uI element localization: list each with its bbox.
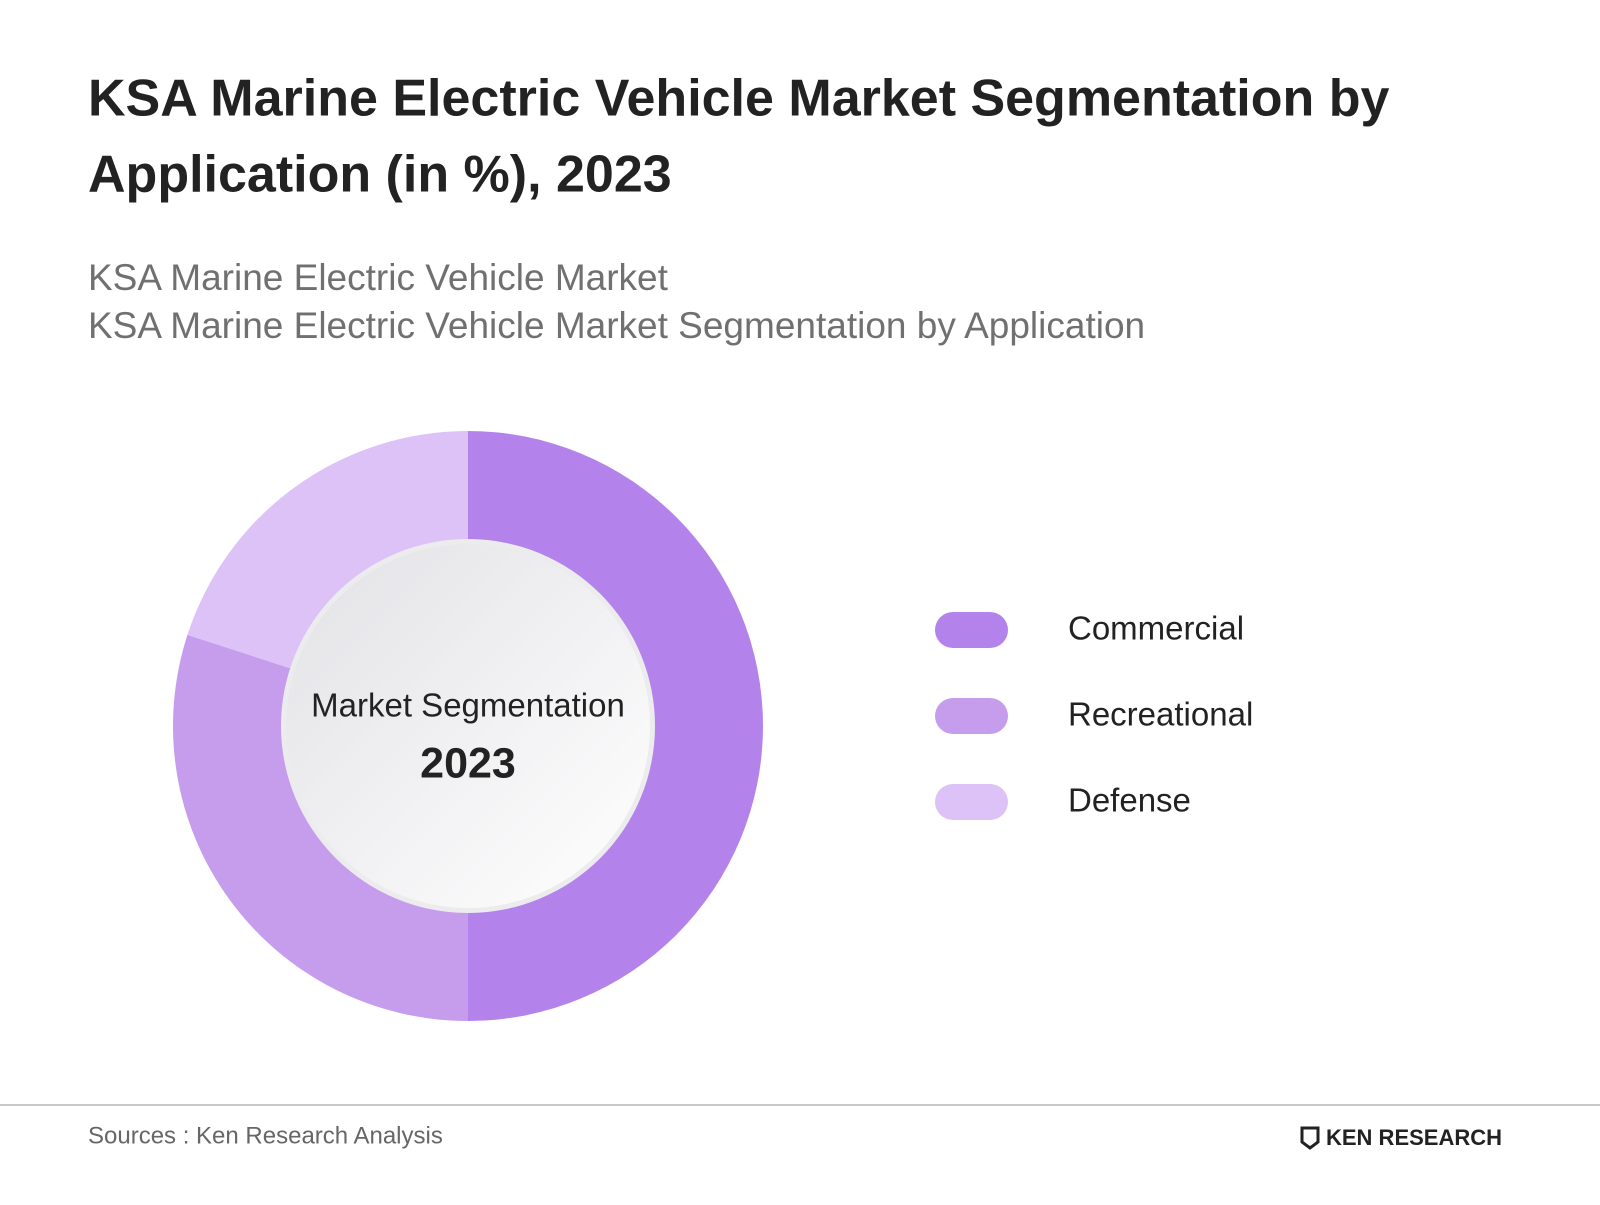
center-label: Market Segmentation <box>311 687 625 724</box>
legend: Commercial Recreational Defense <box>935 610 1253 820</box>
chart-title: KSA Marine Electric Vehicle Market Segme… <box>88 70 1389 128</box>
subtitle: KSA Marine Electric Vehicle Market <box>88 257 669 298</box>
logo: KEN RESEARCH <box>1326 1125 1502 1150</box>
logo-icon <box>1300 1126 1320 1150</box>
legend-swatch <box>935 698 1008 734</box>
chart-title: Application (in %), 2023 <box>88 146 672 204</box>
source: Sources : Ken Research Analysis <box>88 1122 443 1149</box>
legend-label: Defense <box>1068 782 1191 819</box>
center-year: 2023 <box>420 739 516 787</box>
legend-swatch <box>935 612 1008 648</box>
legend-swatch <box>935 784 1008 820</box>
legend-label: Commercial <box>1068 610 1244 647</box>
donut-hole <box>286 544 650 908</box>
subtitle: KSA Marine Electric Vehicle Market Segme… <box>88 305 1145 346</box>
legend-label: Recreational <box>1068 696 1253 733</box>
